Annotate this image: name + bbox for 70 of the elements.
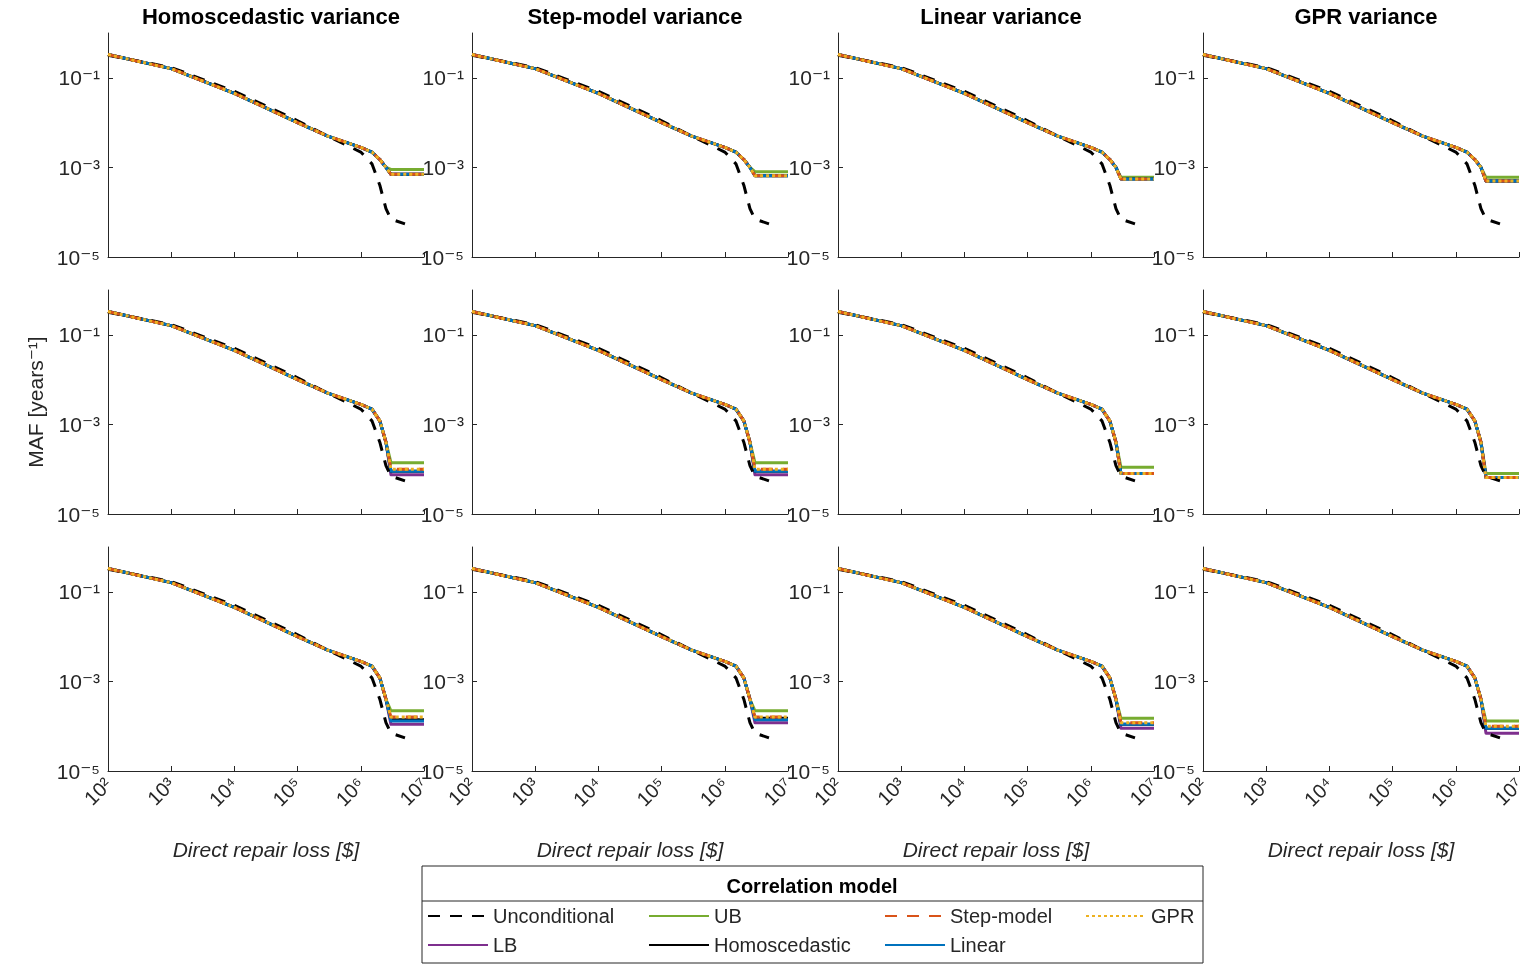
- y-tick-label: 10⁻¹: [422, 66, 465, 90]
- y-tick-label: 10⁻⁵: [420, 245, 464, 269]
- x-tick-label: 10⁵: [1363, 773, 1401, 811]
- y-tick-label: 10⁻³: [422, 155, 465, 179]
- y-tick-label: 10⁻³: [788, 412, 831, 436]
- x-tick-label: 10⁴: [1299, 773, 1338, 811]
- legend-label: Step-model: [950, 905, 1053, 927]
- y-tick-label: 10⁻¹: [788, 323, 831, 347]
- x-axis-title: Direct repair loss [$]: [1267, 838, 1456, 861]
- x-tick-label: 10⁶: [1061, 773, 1099, 811]
- y-tick-label: 10⁻¹: [58, 323, 101, 347]
- y-tick-label: 10⁻⁵: [1151, 759, 1195, 783]
- chart-title: Step-model variance: [527, 3, 743, 29]
- x-tick-label: 10³: [506, 772, 544, 810]
- y-tick-label: 10⁻⁵: [56, 245, 100, 269]
- chart-title: Linear variance: [920, 3, 1082, 29]
- x-tick-label: 10⁵: [268, 773, 306, 811]
- x-tick-label: 10⁶: [1426, 773, 1464, 811]
- x-tick-label: 10⁷: [1490, 773, 1527, 810]
- y-tick-label: 10⁻⁵: [786, 759, 830, 783]
- y-tick-label: 10⁻¹: [1153, 66, 1196, 90]
- x-tick-label: 10⁶: [331, 773, 369, 811]
- y-tick-label: 10⁻³: [422, 669, 465, 693]
- x-tick-label: 10⁴: [204, 773, 243, 811]
- x-tick-label: 10³: [872, 772, 910, 810]
- y-tick-label: 10⁻⁵: [1151, 245, 1195, 269]
- y-tick-label: 10⁻¹: [422, 323, 465, 347]
- legend-label: Linear: [950, 934, 1006, 956]
- y-tick-label: 10⁻¹: [788, 66, 831, 90]
- y-tick-label: 10⁻¹: [1153, 580, 1196, 604]
- y-tick-label: 10⁻¹: [788, 580, 831, 604]
- legend-label: Unconditional: [493, 905, 615, 927]
- x-tick-label: 10⁴: [568, 773, 607, 811]
- y-tick-label: 10⁻⁵: [56, 759, 100, 783]
- y-tick-label: 10⁻³: [58, 412, 101, 436]
- y-tick-label: 10⁻³: [788, 155, 831, 179]
- x-tick-label: 10⁴: [934, 773, 973, 811]
- y-tick-label: 10⁻⁵: [56, 502, 100, 526]
- legend-title: Correlation model: [726, 875, 898, 897]
- y-tick-label: 10⁻³: [1153, 669, 1196, 693]
- y-tick-label: 10⁻¹: [1153, 323, 1196, 347]
- x-tick-label: 10³: [1237, 772, 1275, 810]
- y-tick-label: 10⁻³: [422, 412, 465, 436]
- legend-label: GPR: [1151, 905, 1195, 927]
- legend-label: UB: [714, 905, 742, 927]
- y-tick-label: 10⁻³: [1153, 412, 1196, 436]
- y-tick-label: 10⁻⁵: [420, 502, 464, 526]
- y-tick-label: 10⁻⁵: [1151, 502, 1195, 526]
- y-tick-label: 10⁻¹: [422, 580, 465, 604]
- y-tick-label: 10⁻³: [788, 669, 831, 693]
- x-tick-label: 10⁵: [998, 773, 1036, 811]
- x-axis-title: Direct repair loss [$]: [536, 838, 725, 861]
- y-tick-label: 10⁻³: [1153, 155, 1196, 179]
- x-axis-title: Direct repair loss [$]: [902, 838, 1091, 861]
- y-tick-label: 10⁻⁵: [420, 759, 464, 783]
- chart-title: Homoscedastic variance: [141, 3, 401, 29]
- x-tick-label: 10⁶: [695, 773, 733, 811]
- x-axis-title: Direct repair loss [$]: [172, 838, 361, 861]
- x-tick-label: 10⁵: [632, 773, 670, 811]
- y-tick-label: 10⁻¹: [58, 580, 101, 604]
- legend-label: Homoscedastic: [714, 934, 851, 956]
- chart-title: GPR variance: [1294, 3, 1438, 29]
- y-tick-label: 10⁻³: [58, 669, 101, 693]
- y-tick-label: 10⁻⁵: [786, 245, 830, 269]
- y-tick-label: 10⁻³: [58, 155, 101, 179]
- y-tick-label: 10⁻⁵: [786, 502, 830, 526]
- y-tick-label: 10⁻¹: [58, 66, 101, 90]
- legend-label: LB: [493, 934, 518, 956]
- x-tick-label: 10³: [142, 772, 180, 810]
- y-axis-title: MAF [years⁻¹]: [23, 336, 47, 468]
